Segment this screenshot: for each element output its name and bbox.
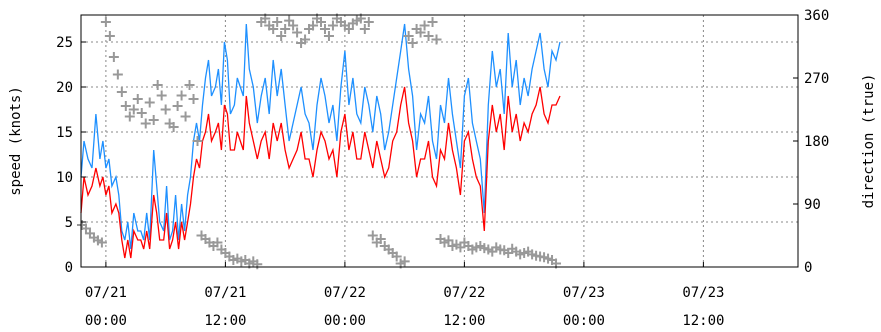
- x-tick-label-date: 07/21: [85, 285, 127, 301]
- direction-point: [192, 136, 203, 146]
- plot-series: [76, 13, 562, 270]
- direction-point: [363, 17, 374, 27]
- x-tick-label-date: 07/22: [443, 285, 485, 301]
- direction-point: [112, 69, 123, 80]
- direction-point: [308, 20, 319, 31]
- gust-series-line: [80, 23, 561, 250]
- direction-point: [359, 24, 370, 34]
- direction-point: [292, 27, 303, 38]
- direction-point: [188, 94, 199, 104]
- direction-point: [427, 17, 438, 27]
- y-tick-label: 10: [56, 170, 73, 186]
- y2-tick-label: 180: [804, 134, 829, 150]
- direction-point: [300, 34, 311, 45]
- direction-point: [288, 20, 299, 31]
- direction-point: [104, 31, 115, 41]
- direction-point: [323, 31, 334, 41]
- direction-point: [152, 80, 163, 90]
- speed-series-line: [80, 86, 561, 259]
- direction-point: [403, 31, 414, 41]
- direction-point: [176, 90, 187, 101]
- direction-point: [172, 101, 183, 111]
- direction-point: [443, 235, 454, 246]
- direction-point: [431, 34, 442, 45]
- direction-point: [399, 256, 410, 267]
- direction-point: [367, 230, 378, 241]
- x-tick-label-date: 07/23: [563, 285, 605, 301]
- y-tick-label: 0: [65, 260, 73, 276]
- y2-tick-label: 360: [804, 8, 829, 24]
- direction-point: [136, 108, 147, 118]
- direction-point: [272, 17, 283, 27]
- plot-frame: [80, 14, 799, 268]
- direction-point: [327, 20, 338, 31]
- x-tick-label-date: 07/23: [682, 285, 724, 301]
- direction-point: [168, 122, 179, 132]
- y-tick-label: 25: [56, 35, 73, 51]
- y2-tick-label: 90: [804, 197, 821, 213]
- x-axis: 07/21 00:00 07/21 12:00 07/22 00:00 07/22 12:00…: [85, 262, 724, 329]
- direction-point: [160, 104, 171, 115]
- x-tick-label-time: 00:00: [563, 313, 605, 329]
- y2-axis-label: direction (true): [861, 74, 877, 209]
- direction-point: [156, 90, 167, 101]
- direction-point: [268, 24, 279, 34]
- x-tick-label-date: 07/22: [324, 285, 366, 301]
- x-tick-label-date: 07/21: [204, 285, 246, 301]
- y-axis-right: 0 90 180 270 360: [793, 8, 829, 276]
- direction-point: [180, 111, 191, 122]
- direction-point: [184, 80, 195, 90]
- direction-point: [132, 94, 143, 104]
- direction-point: [419, 20, 430, 31]
- direction-point: [343, 24, 354, 34]
- direction-point: [212, 237, 223, 248]
- y2-tick-label: 0: [804, 260, 812, 276]
- direction-point: [415, 27, 426, 38]
- x-tick-label-time: 12:00: [682, 313, 724, 329]
- direction-point: [391, 251, 402, 262]
- direction-point: [108, 52, 119, 62]
- direction-point: [140, 118, 151, 129]
- direction-point: [423, 31, 434, 41]
- direction-point: [315, 17, 326, 27]
- direction-point: [148, 115, 159, 125]
- grid-lines: [81, 15, 798, 267]
- x-tick-label-time: 00:00: [324, 313, 366, 329]
- direction-point: [120, 101, 131, 111]
- direction-point: [375, 234, 386, 244]
- direction-point: [319, 24, 330, 34]
- direction-point: [280, 24, 291, 34]
- y-axis-label: speed (knots): [8, 86, 24, 196]
- y-axis-left: 0 5 10 15 20 25: [56, 35, 86, 276]
- y-tick-label: 20: [56, 80, 73, 96]
- y2-tick-label: 270: [804, 71, 829, 87]
- y-tick-label: 15: [56, 125, 73, 141]
- direction-point: [128, 104, 139, 115]
- x-tick-label-time: 12:00: [443, 313, 485, 329]
- y-tick-label: 5: [65, 215, 73, 231]
- direction-point: [100, 17, 111, 27]
- direction-point: [144, 97, 155, 108]
- direction-point: [116, 87, 127, 97]
- direction-point: [252, 259, 263, 270]
- x-tick-label-time: 12:00: [204, 313, 246, 329]
- direction-point: [124, 111, 135, 122]
- direction-point: [407, 38, 418, 48]
- direction-point: [276, 31, 287, 41]
- direction-point: [96, 237, 107, 248]
- x-tick-label-time: 00:00: [85, 313, 127, 329]
